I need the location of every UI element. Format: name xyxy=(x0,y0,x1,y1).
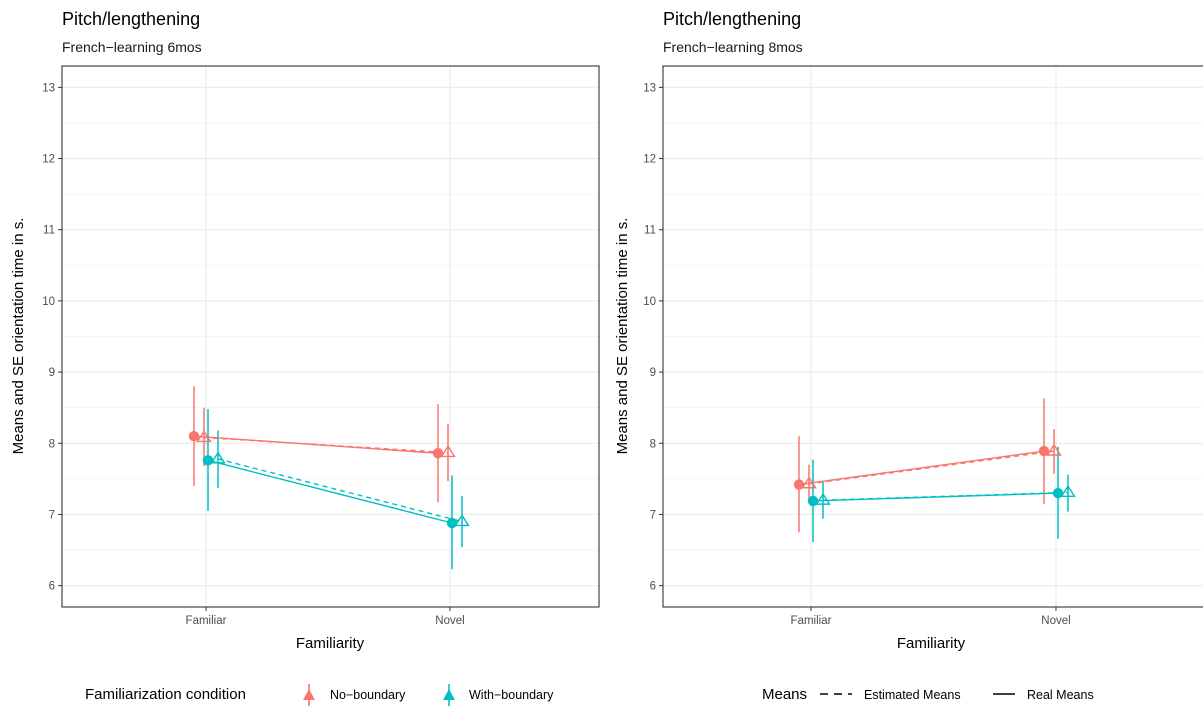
x-axis-ticks: Familiar Novel xyxy=(791,607,1071,627)
y-tick-label: 8 xyxy=(650,438,656,450)
panel-border xyxy=(61,65,600,608)
data-points xyxy=(188,430,470,529)
with-boundary-estimated-line xyxy=(217,458,463,523)
legend-label-no-boundary: No−boundary xyxy=(330,688,406,702)
with-boundary-real-mean-point xyxy=(1052,487,1064,499)
no-boundary-estimated-mean-point xyxy=(440,445,456,458)
x-axis-label: Familiarity xyxy=(897,635,966,652)
with-boundary-real-mean-point xyxy=(446,517,458,529)
legend-key-with-boundary xyxy=(443,684,455,706)
legend-key-no-boundary xyxy=(303,684,315,706)
series-lines xyxy=(193,435,463,524)
x-axis-label: Familiarity xyxy=(296,635,365,652)
x-tick-label: Familiar xyxy=(791,615,832,627)
with-boundary-estimated-mean-point xyxy=(454,514,470,527)
y-tick-label: 9 xyxy=(49,367,55,379)
chart-title: Pitch/lengthening xyxy=(663,9,801,29)
legend-label-estimated-means: Estimated Means xyxy=(864,688,961,702)
x-tick-label: Novel xyxy=(1041,615,1070,627)
y-axis-label: Means and SE orientation time in s. xyxy=(10,218,27,455)
no-boundary-real-mean-point xyxy=(793,479,805,490)
y-tick-label: 12 xyxy=(643,154,656,166)
series-lines xyxy=(798,450,1069,502)
no-boundary-real-mean-point xyxy=(188,430,200,442)
no-boundary-estimated-line xyxy=(203,436,449,454)
chart-title: Pitch/lengthening xyxy=(62,9,200,29)
chart-subtitle: French−learning 6mos xyxy=(62,39,202,55)
y-tick-label: 6 xyxy=(650,581,656,593)
y-axis-ticks: 6 7 8 9 10 11 12 13 xyxy=(42,82,62,593)
with-boundary-estimated-line xyxy=(822,491,1069,501)
y-tick-label: 8 xyxy=(49,438,55,450)
y-tick-label: 12 xyxy=(42,154,55,166)
with-boundary-estimated-mean-point xyxy=(210,451,226,464)
y-tick-label: 6 xyxy=(49,581,55,593)
legend-label-real-means: Real Means xyxy=(1027,688,1094,702)
no-boundary-real-mean-point xyxy=(432,448,444,459)
condition-legend: Familiarization condition No−boundary Wi… xyxy=(85,684,554,706)
grid xyxy=(62,66,599,607)
with-boundary-real-mean-point xyxy=(202,455,214,466)
chart-subtitle: French−learning 8mos xyxy=(663,39,803,55)
with-boundary-real-mean-point xyxy=(807,495,819,507)
means-legend-title: Means xyxy=(762,686,807,703)
no-boundary-real-line xyxy=(798,450,1045,486)
no-boundary-estimated-mean-point xyxy=(1046,443,1062,456)
y-tick-label: 10 xyxy=(42,296,55,308)
means-legend: Means Estimated Means Real Means xyxy=(762,686,1094,703)
x-axis-ticks: Familiar Novel xyxy=(186,607,465,627)
legend-label-with-boundary: With−boundary xyxy=(469,688,554,702)
y-axis-label: Means and SE orientation time in s. xyxy=(614,218,631,455)
chart-panel-8mos: Pitch/lengthening French−learning 8mos 6… xyxy=(614,9,1203,652)
y-tick-label: 13 xyxy=(42,82,55,94)
y-tick-label: 11 xyxy=(43,225,55,237)
y-axis-ticks: 6 7 8 9 10 11 12 13 xyxy=(643,82,663,593)
x-tick-label: Familiar xyxy=(186,615,227,627)
with-boundary-estimated-mean-point xyxy=(1060,484,1076,497)
y-tick-label: 11 xyxy=(644,225,656,237)
y-tick-label: 9 xyxy=(650,367,656,379)
y-tick-label: 7 xyxy=(49,509,55,521)
no-boundary-estimated-mean-point xyxy=(196,430,212,443)
y-tick-label: 7 xyxy=(650,509,656,521)
with-boundary-real-line xyxy=(207,459,453,524)
y-tick-label: 13 xyxy=(643,82,656,94)
no-boundary-real-mean-point xyxy=(1038,445,1050,457)
panel-border xyxy=(662,65,1203,608)
with-boundary-estimated-mean-point xyxy=(815,492,831,505)
no-boundary-estimated-mean-point xyxy=(801,476,817,489)
chart-panel-6mos: Pitch/lengthening French−learning 6mos 6… xyxy=(10,9,600,652)
grid xyxy=(663,66,1203,607)
y-tick-label: 10 xyxy=(643,296,656,308)
data-points xyxy=(793,443,1076,507)
condition-legend-title: Familiarization condition xyxy=(85,686,246,703)
x-tick-label: Novel xyxy=(435,615,464,627)
